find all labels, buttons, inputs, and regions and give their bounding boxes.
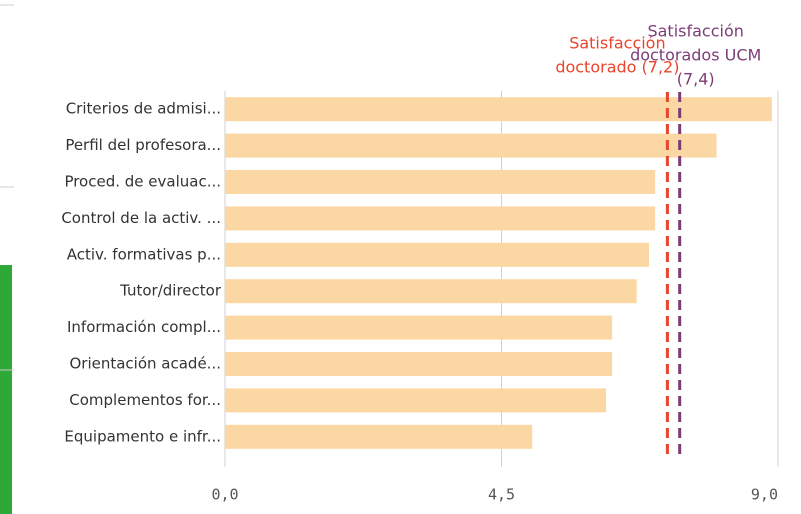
bar (225, 315, 613, 340)
x-tick-label: 9,0 (751, 486, 778, 504)
reference-label: Satisfacción (569, 34, 665, 53)
y-tick-label: Activ. formativas p... (67, 245, 221, 263)
bar (225, 352, 613, 376)
bar (225, 170, 656, 194)
y-tick-label: Proced. de evaluac... (64, 173, 221, 191)
reference-label: (7,4) (677, 70, 715, 89)
y-tick-label: Información compl... (67, 318, 221, 336)
bar (225, 242, 649, 267)
bar (225, 133, 717, 158)
bar (225, 97, 772, 122)
reference-label: doctorados UCM (630, 46, 761, 65)
bar (225, 206, 656, 231)
bar (225, 388, 606, 413)
bar (225, 424, 533, 449)
x-tick-label: 0,0 (211, 486, 238, 504)
y-tick-label: Perfil del profesora... (65, 136, 221, 154)
x-tick-label: 4,5 (488, 486, 515, 504)
reference-label: doctorado (7,2) (555, 58, 679, 77)
reference-label: Satisfacción (647, 22, 743, 41)
y-tick-label: Tutor/director (119, 282, 222, 300)
y-tick-label: Orientación acadé... (69, 355, 221, 373)
bar (225, 279, 637, 304)
y-tick-label: Equipamento e infr... (64, 427, 221, 445)
y-tick-label: Complementos for... (69, 391, 221, 409)
side-indicator (0, 265, 12, 514)
y-tick-label: Control de la activ. ... (61, 209, 221, 227)
y-tick-label: Criterios de admisi... (66, 100, 221, 118)
